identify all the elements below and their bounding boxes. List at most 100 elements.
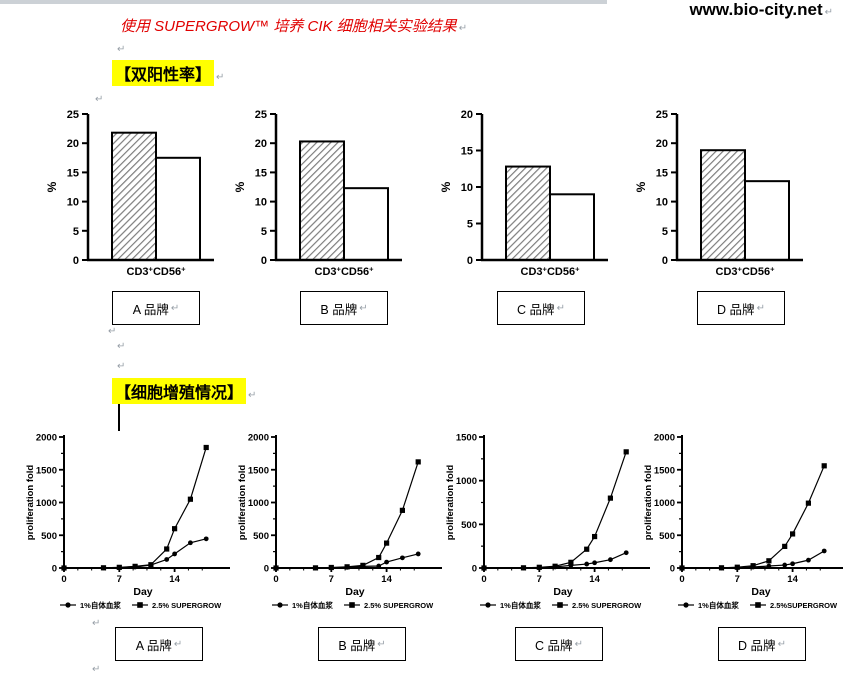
highlighted-title: 【细胞增殖情况】 xyxy=(112,378,247,404)
paragraph-mark: ↵ xyxy=(108,326,117,337)
document-title-text: 使用 SUPERGROW™ 培养 CIK 细胞相关实验结果 xyxy=(120,18,457,35)
paragraph-mark: ↵ xyxy=(824,7,833,18)
svg-text:1000: 1000 xyxy=(248,498,269,509)
bar-chart-brand-d: 0 5 10 15 20 25% CD3+CD56+ xyxy=(634,109,803,279)
svg-text:7: 7 xyxy=(329,574,334,585)
brand-label: B 品牌 xyxy=(338,638,376,653)
line-chart-brand-b: 0 500 1000 1500 2000 0 7 14 Day proliferation fol… xyxy=(237,433,442,610)
line-chart-brand-a: 0 500 1000 1500 2000 0 7 14 Day proliferation fol… xyxy=(25,433,230,610)
svg-text:10: 10 xyxy=(67,197,79,209)
brand-box-d: D 品牌 ↵ xyxy=(697,291,785,325)
brand-label: D 品牌 xyxy=(738,638,776,653)
brand-label: C 品牌 xyxy=(517,302,555,317)
paragraph-mark: ↵ xyxy=(117,361,126,372)
paragraph-mark: ↵ xyxy=(248,390,257,401)
svg-text:CD3+CD56+: CD3+CD56+ xyxy=(315,265,375,279)
svg-text:1000: 1000 xyxy=(456,476,477,487)
svg-text:14: 14 xyxy=(169,574,180,585)
svg-text:2.5% SUPERGROW: 2.5% SUPERGROW xyxy=(364,601,434,610)
svg-text:2000: 2000 xyxy=(654,433,675,444)
svg-text:%: % xyxy=(634,181,648,192)
svg-text:14: 14 xyxy=(787,574,798,585)
brand-label: D 品牌 xyxy=(717,302,755,317)
svg-text:20: 20 xyxy=(461,109,473,121)
svg-text:Day: Day xyxy=(553,586,572,598)
svg-text:%: % xyxy=(439,181,453,192)
svg-text:500: 500 xyxy=(659,531,675,542)
line-chart-brand-c: 0 500 1000 1500 0 7 14 Day proliferation fold 1%自… xyxy=(445,433,650,610)
svg-text:1500: 1500 xyxy=(36,465,57,476)
watermark-text: www.bio-city.net ↵ xyxy=(689,0,833,20)
svg-text:proliferation fold: proliferation fold xyxy=(643,465,654,541)
svg-text:1%自体血浆: 1%自体血浆 xyxy=(500,600,541,610)
svg-text:%: % xyxy=(45,181,59,192)
svg-text:15: 15 xyxy=(461,146,473,158)
paragraph-mark: ↵ xyxy=(216,72,225,83)
paragraph-mark: ↵ xyxy=(458,23,468,34)
brand-box-b: B 品牌 ↵ xyxy=(300,291,388,325)
paragraph-mark: ↵ xyxy=(92,664,101,675)
svg-text:10: 10 xyxy=(656,197,668,209)
svg-text:0: 0 xyxy=(481,574,486,585)
svg-text:25: 25 xyxy=(255,109,267,121)
svg-text:0: 0 xyxy=(73,255,79,267)
svg-text:15: 15 xyxy=(656,167,668,179)
svg-text:CD3+CD56+: CD3+CD56+ xyxy=(521,265,581,279)
svg-text:2.5%SUPERGROW: 2.5%SUPERGROW xyxy=(770,601,838,610)
svg-text:0: 0 xyxy=(662,255,668,267)
svg-text:20: 20 xyxy=(255,138,267,150)
section-header-double-positive: 【双阳性率】 ↵ xyxy=(112,60,224,86)
svg-text:1000: 1000 xyxy=(36,498,57,509)
svg-text:2.5% SUPERGROW: 2.5% SUPERGROW xyxy=(572,601,642,610)
brand-box-c: C 品牌 ↵ xyxy=(497,291,585,325)
svg-text:10: 10 xyxy=(461,182,473,194)
brand-label: B 品牌 xyxy=(320,302,358,317)
svg-text:20: 20 xyxy=(656,138,668,150)
brand-box-d-bottom: D 品牌 ↵ xyxy=(718,627,806,661)
svg-text:5: 5 xyxy=(662,226,668,238)
svg-text:CD3+CD56+: CD3+CD56+ xyxy=(127,265,187,279)
brand-box-a-bottom: A 品牌 ↵ xyxy=(115,627,203,661)
svg-text:0: 0 xyxy=(61,574,66,585)
highlighted-title: 【双阳性率】 xyxy=(112,60,215,86)
paragraph-mark: ↵ xyxy=(92,618,101,629)
svg-text:7: 7 xyxy=(117,574,122,585)
paragraph-mark: ↵ xyxy=(556,302,565,314)
svg-text:1000: 1000 xyxy=(654,498,675,509)
brand-label: C 品牌 xyxy=(535,638,573,653)
svg-text:1500: 1500 xyxy=(654,465,675,476)
svg-text:5: 5 xyxy=(261,226,267,238)
brand-box-a: A 品牌 ↵ xyxy=(112,291,200,325)
svg-text:0: 0 xyxy=(472,564,477,575)
svg-text:Day: Day xyxy=(133,586,152,598)
svg-text:15: 15 xyxy=(255,167,267,179)
section-header-proliferation: 【细胞增殖情况】 ↵ xyxy=(112,378,256,404)
svg-text:5: 5 xyxy=(73,226,79,238)
svg-text:25: 25 xyxy=(656,109,668,121)
text-cursor[interactable] xyxy=(118,404,120,431)
svg-text:10: 10 xyxy=(255,197,267,209)
svg-text:1%自体血浆: 1%自体血浆 xyxy=(80,600,121,610)
paragraph-mark: ↵ xyxy=(173,638,183,650)
bar-chart-brand-b: 0 5 10 15 20 25% CD3+CD56+ xyxy=(233,109,402,279)
paragraph-mark: ↵ xyxy=(117,44,126,55)
svg-text:1%自体血浆: 1%自体血浆 xyxy=(292,600,333,610)
svg-text:0: 0 xyxy=(52,564,57,575)
paragraph-mark: ↵ xyxy=(574,638,583,650)
svg-text:5: 5 xyxy=(467,219,473,231)
paragraph-mark: ↵ xyxy=(377,638,386,650)
watermark-url: www.bio-city.net xyxy=(689,0,823,19)
svg-text:20: 20 xyxy=(67,138,79,150)
paragraph-mark: ↵ xyxy=(359,302,368,314)
svg-text:CD3+CD56+: CD3+CD56+ xyxy=(716,265,776,279)
paragraph-mark: ↵ xyxy=(170,302,180,314)
svg-text:0: 0 xyxy=(467,255,473,267)
paragraph-mark: ↵ xyxy=(95,94,104,105)
svg-text:Day: Day xyxy=(751,586,770,598)
svg-text:proliferation fold: proliferation fold xyxy=(445,465,456,541)
paragraph-mark: ↵ xyxy=(117,341,126,352)
document-title: 使用 SUPERGROW™ 培养 CIK 细胞相关实验结果 ↵ xyxy=(120,15,467,36)
svg-text:0: 0 xyxy=(264,564,269,575)
paragraph-mark: ↵ xyxy=(777,638,786,650)
brand-box-c-bottom: C 品牌 ↵ xyxy=(515,627,603,661)
